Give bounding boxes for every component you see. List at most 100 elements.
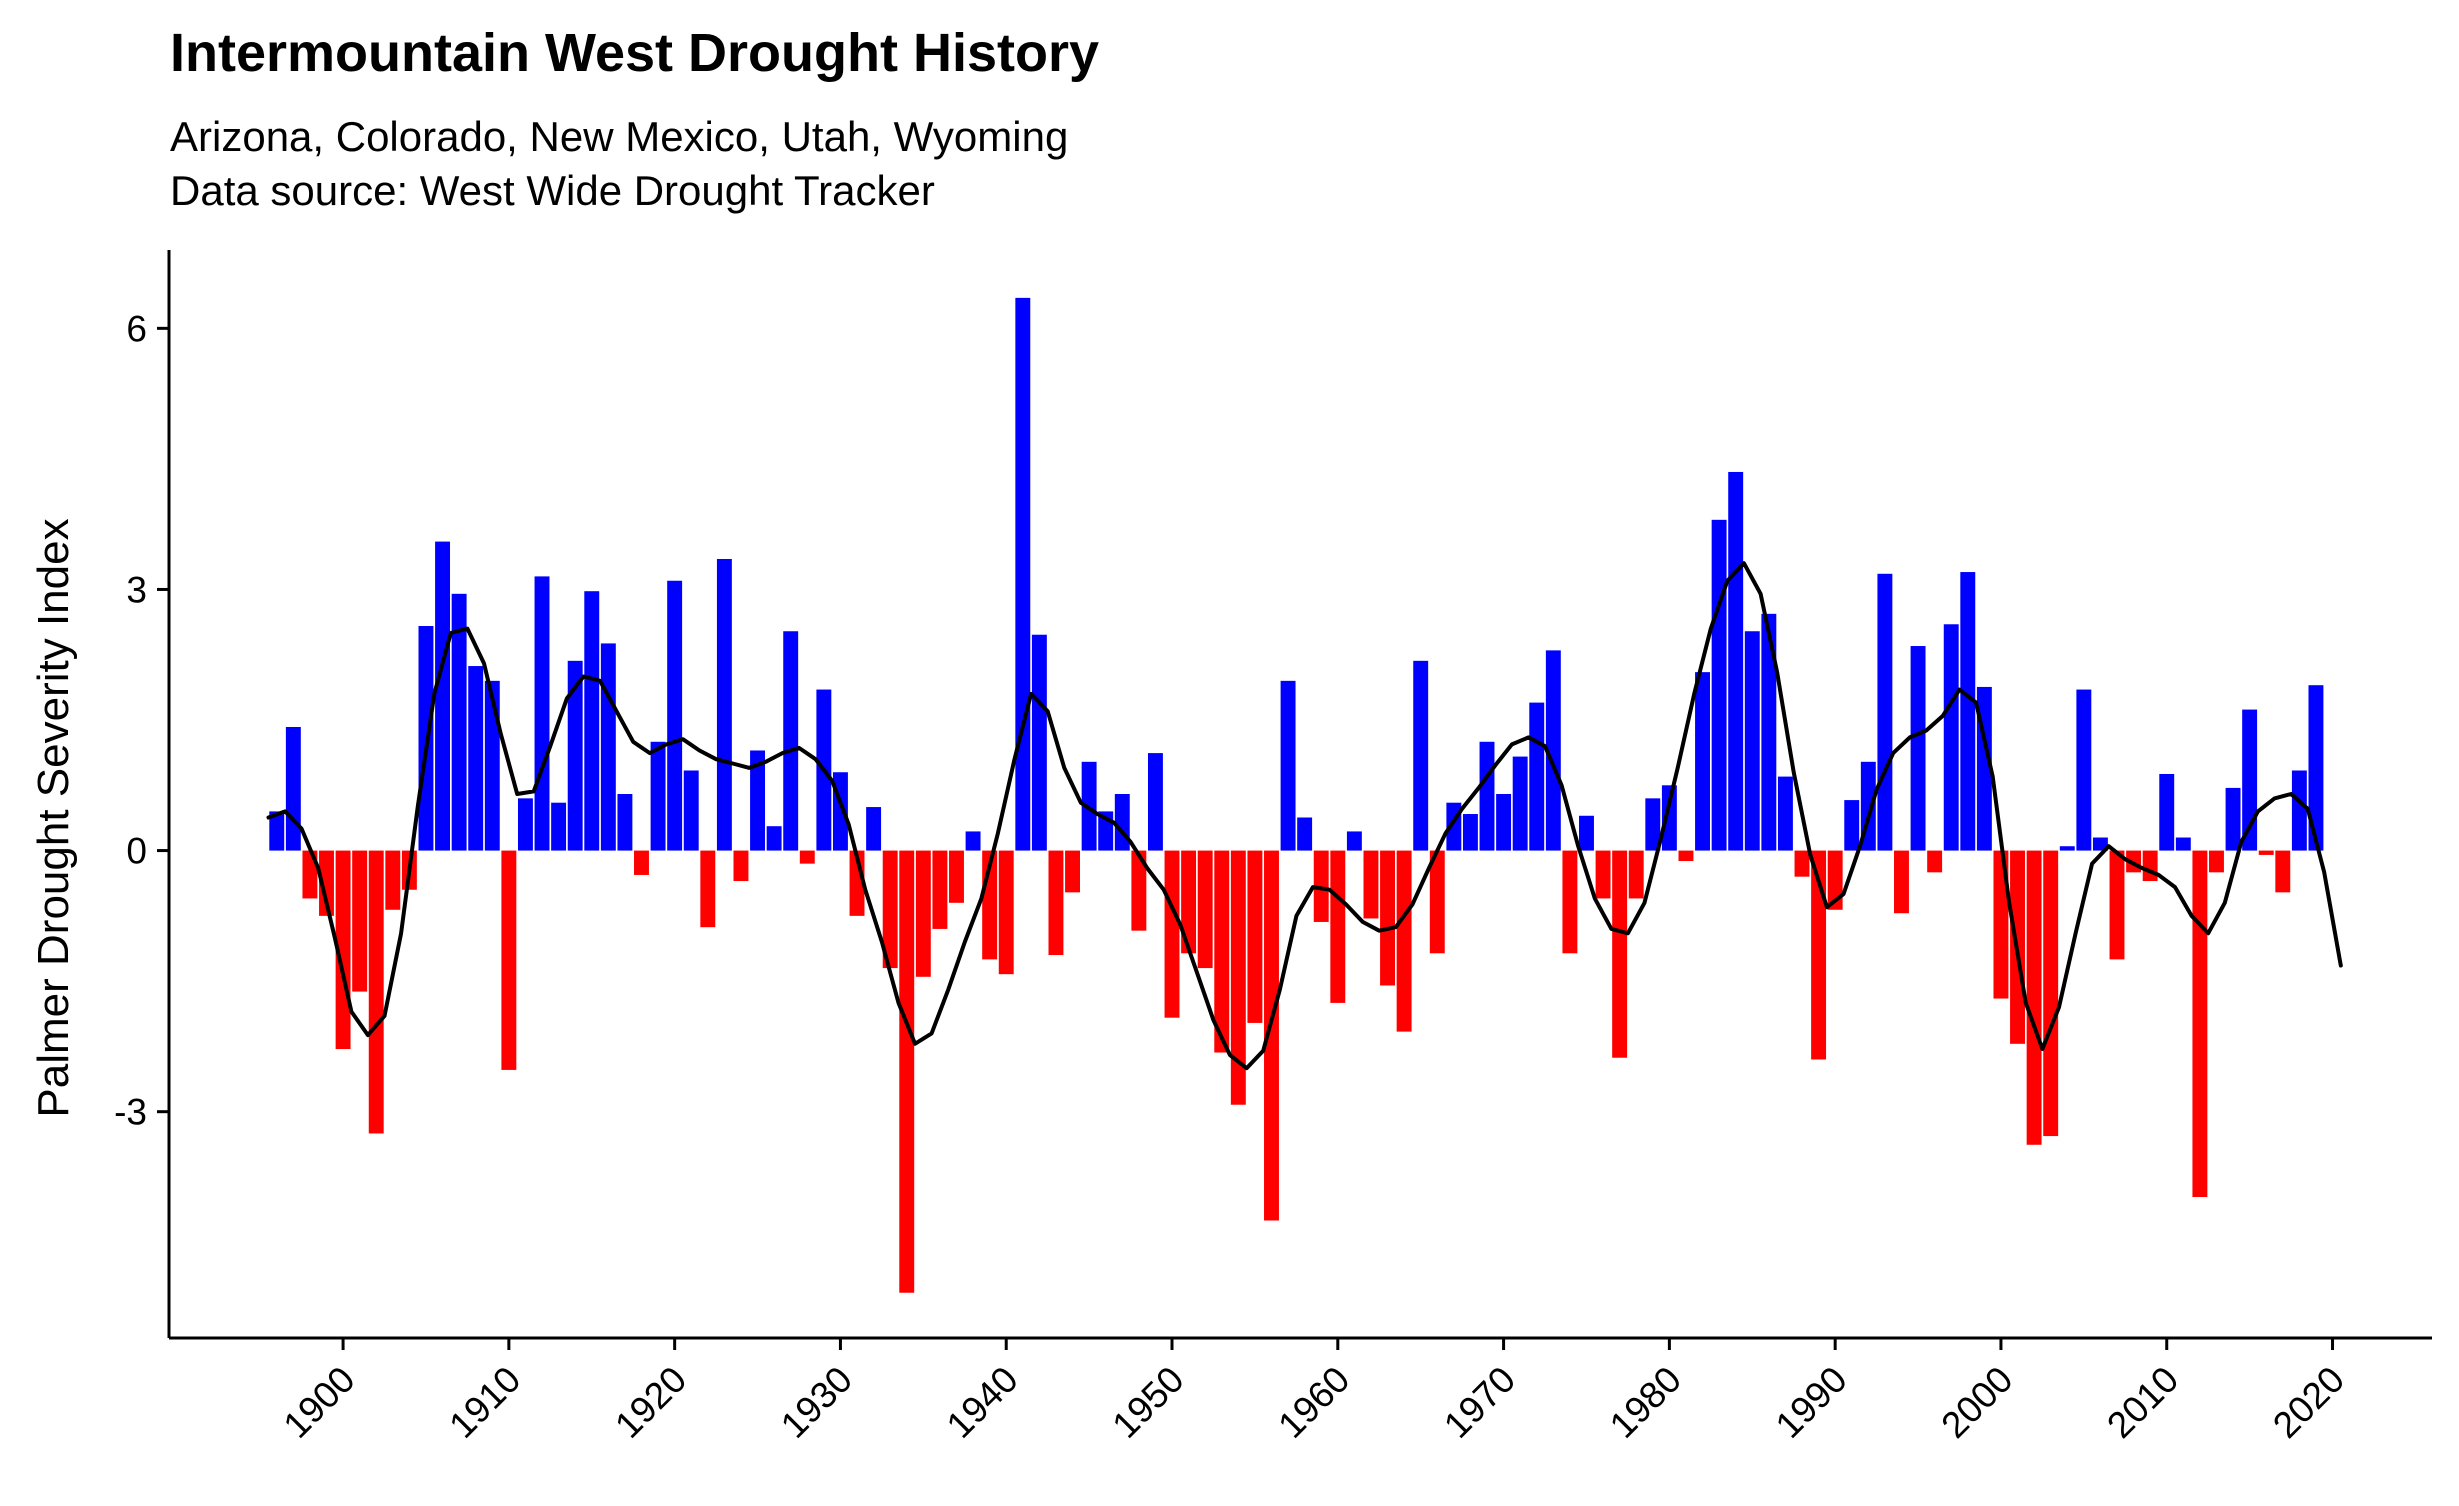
bar-1988 [1794, 850, 1810, 877]
bar-1993 [1877, 573, 1893, 851]
bar-2006 [2092, 837, 2108, 851]
bar-1940 [998, 850, 1014, 975]
bar-2005 [2076, 689, 2092, 851]
bar-series [269, 297, 2324, 1293]
bar-2018 [2291, 770, 2307, 851]
bar-1961 [1346, 831, 1362, 851]
x-tick-label: 1950 [1104, 1359, 1191, 1446]
bar-1965 [1413, 660, 1429, 851]
subtitle-line-states: Arizona, Colorado, New Mexico, Utah, Wyo… [170, 113, 1069, 160]
bar-1972 [1529, 702, 1545, 851]
bar-1908 [468, 666, 484, 851]
bar-2013 [2209, 850, 2224, 873]
bar-1991 [1844, 800, 1860, 851]
bar-1947 [1114, 794, 1130, 851]
bar-1995 [1910, 646, 1926, 851]
bar-1970 [1496, 794, 1512, 851]
bar-1957 [1280, 680, 1296, 851]
bar-1990 [1827, 850, 1843, 910]
bar-1932 [866, 807, 882, 851]
bar-1998 [1960, 572, 1976, 851]
bar-1975 [1579, 815, 1594, 851]
bar-1979 [1645, 798, 1661, 851]
bar-1936 [932, 850, 948, 929]
bar-1956 [1264, 850, 1279, 1221]
bar-1910 [501, 850, 517, 1070]
bar-1981 [1678, 850, 1694, 862]
bar-1944 [1065, 850, 1080, 893]
y-tick-label: 3 [126, 569, 147, 610]
bar-1941 [1015, 297, 1031, 851]
y-tick-label: -3 [114, 1092, 147, 1133]
bar-1948 [1131, 850, 1147, 931]
bar-1977 [1612, 850, 1628, 1058]
bar-1987 [1777, 776, 1793, 851]
bar-1994 [1894, 850, 1909, 914]
bar-1933 [882, 850, 898, 969]
chart-title: Intermountain West Drought History [170, 23, 1100, 83]
bar-1959 [1313, 850, 1329, 922]
bar-1989 [1811, 850, 1827, 1060]
bar-1978 [1628, 850, 1644, 899]
bar-1984 [1728, 471, 1744, 851]
bar-2007 [2109, 850, 2125, 960]
bar-2003 [2043, 850, 2059, 1137]
bar-1949 [1147, 753, 1163, 851]
x-tick-label: 2020 [2265, 1359, 2352, 1446]
bar-2019 [2308, 685, 2324, 851]
bar-1928 [799, 850, 815, 864]
bar-1899 [319, 850, 334, 916]
bar-1982 [1695, 672, 1710, 851]
bar-2004 [2059, 846, 2075, 851]
bar-1997 [1943, 624, 1959, 851]
x-tick-label: 1960 [1270, 1359, 1357, 1446]
bar-2009 [2142, 850, 2158, 882]
bar-1935 [915, 850, 931, 977]
bar-1918 [634, 850, 649, 875]
bar-1968 [1462, 814, 1478, 851]
bar-1969 [1479, 741, 1495, 851]
y-axis-title: Palmer Drought Severity Index [29, 518, 78, 1117]
bar-2016 [2258, 850, 2274, 855]
y-tick-label: 6 [126, 308, 147, 349]
bar-1937 [949, 850, 964, 903]
bar-1911 [517, 798, 533, 851]
smooth-trend-line [266, 561, 2343, 1071]
chart-subtitle: Arizona, Colorado, New Mexico, Utah, Wyo… [170, 110, 1068, 218]
bar-1951 [1181, 850, 1197, 954]
bar-1955 [1247, 850, 1263, 1023]
bar-1901 [352, 850, 368, 992]
bar-1906 [435, 541, 451, 851]
bar-1909 [484, 680, 500, 851]
bar-1924 [733, 850, 749, 882]
bar-1926 [766, 826, 782, 851]
x-tick-label: 1920 [607, 1359, 694, 1446]
x-tick-label: 2000 [1933, 1359, 2020, 1446]
bar-1976 [1595, 850, 1611, 899]
bar-2010 [2159, 773, 2175, 851]
bar-1963 [1380, 850, 1395, 986]
x-tick-label: 1980 [1602, 1359, 1689, 1446]
x-tick-label: 1970 [1436, 1359, 1523, 1446]
bar-1996 [1927, 850, 1943, 873]
bar-2017 [2275, 850, 2291, 893]
bar-1971 [1512, 756, 1528, 851]
x-tick-label: 1990 [1768, 1359, 1855, 1446]
bar-1902 [368, 850, 384, 1134]
x-tick-label: 2010 [2099, 1359, 2186, 1446]
bar-1925 [750, 750, 766, 851]
bar-1897 [285, 726, 301, 851]
bar-1974 [1562, 850, 1578, 954]
bar-1927 [783, 631, 799, 851]
bar-2011 [2175, 837, 2191, 851]
bar-1983 [1711, 519, 1727, 851]
bar-1920 [667, 580, 683, 851]
bar-1966 [1429, 850, 1445, 954]
bar-1986 [1761, 613, 1777, 851]
bar-1985 [1744, 631, 1760, 851]
bar-1938 [965, 831, 981, 851]
bar-1958 [1297, 817, 1313, 851]
bar-1919 [650, 741, 666, 851]
bar-1943 [1048, 850, 1064, 956]
